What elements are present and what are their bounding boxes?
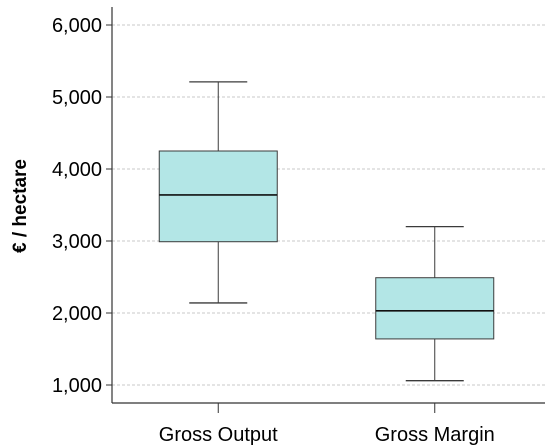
y-tick-label: 1,000: [52, 375, 102, 397]
y-axis-title: € / hectare: [10, 159, 31, 253]
box-layer: [158, 81, 495, 382]
y-tick-label: 4,000: [52, 159, 102, 181]
axis-layer: 1,000 2,000 3,000 4,000 5,000 6,000 Gross Outp…: [52, 7, 545, 446]
y-tick-label: 2,000: [52, 303, 102, 325]
y-tick-label: 3,000: [52, 231, 102, 253]
y-tick-label: 5,000: [52, 87, 102, 109]
y-tick-label: 6,000: [52, 15, 102, 37]
x-tick-label: Gross Output: [159, 424, 278, 446]
iqr-box: [375, 277, 495, 340]
iqr-box: [158, 150, 278, 243]
x-tick-label: Gross Margin: [375, 424, 495, 446]
